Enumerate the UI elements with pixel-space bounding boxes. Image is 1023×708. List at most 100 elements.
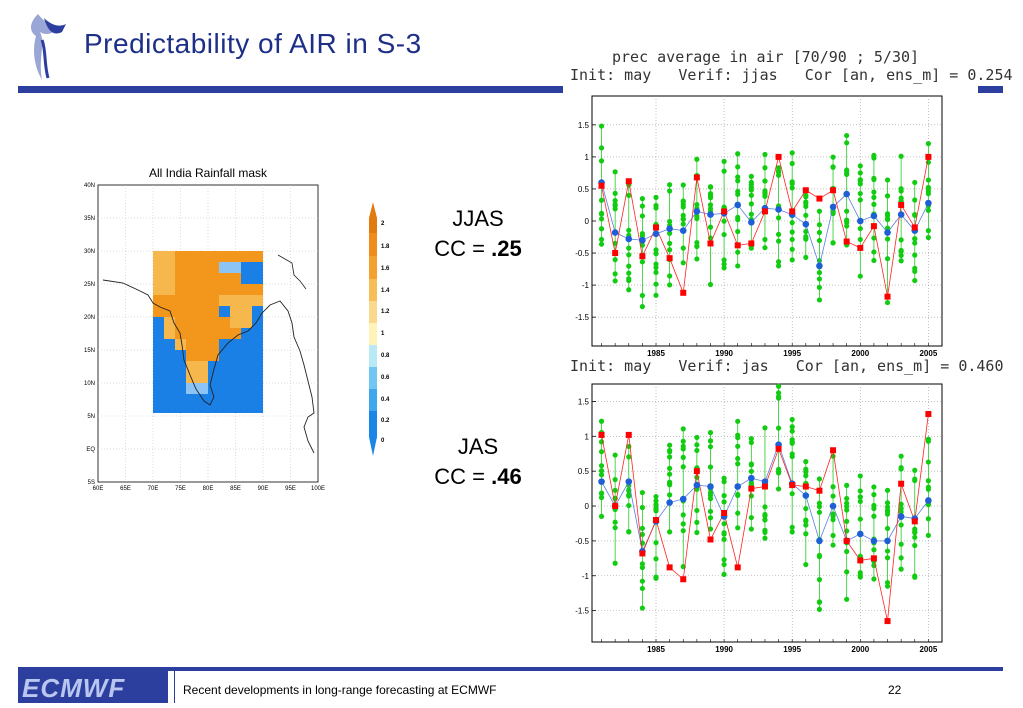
ensemble-point <box>871 547 877 553</box>
ensemble-point <box>884 299 891 306</box>
x-tick-label: 2000 <box>851 349 869 358</box>
ensemble-point <box>735 174 741 180</box>
ensemble-point <box>830 164 836 170</box>
ensemble-point <box>789 529 795 535</box>
ensemble-point <box>694 529 700 536</box>
analysis-point <box>816 487 823 494</box>
x-tick-label: 2005 <box>919 349 937 358</box>
ensemble-point <box>803 212 809 218</box>
ensemble-point <box>844 495 850 502</box>
ensemble-point <box>707 496 714 502</box>
ensemble-point <box>803 200 809 207</box>
ensemble-point <box>816 554 823 560</box>
ensemble-point <box>803 254 809 260</box>
ensemble-mean-point <box>761 478 769 485</box>
ensemble-point <box>639 561 645 567</box>
ensemble-point <box>680 245 686 251</box>
ensemble-mean-point <box>856 530 864 538</box>
ensemble-point <box>884 487 891 493</box>
ensemble-point <box>694 201 700 208</box>
ensemble-point <box>762 165 768 171</box>
map-lat-label: 30N <box>84 249 95 255</box>
map-lon-label: 85E <box>230 486 241 492</box>
ensemble-point <box>830 240 836 246</box>
analysis-point <box>707 240 714 247</box>
y-tick-label: 1 <box>585 153 590 162</box>
ensemble-point <box>653 264 659 271</box>
ensemble-point <box>857 516 863 522</box>
ensemble-point <box>694 447 700 454</box>
ensemble-point <box>653 292 659 298</box>
analysis-point <box>721 208 728 215</box>
analysis-point <box>625 178 632 185</box>
india-coastline <box>102 279 315 454</box>
ensemble-point <box>871 235 877 241</box>
analysis-point <box>911 224 918 231</box>
analysis-point <box>870 555 877 562</box>
ensemble-point <box>707 464 714 470</box>
ensemble-mean-point <box>679 495 687 503</box>
legend-label: 0.8 <box>381 353 390 359</box>
ensemble-point <box>707 430 714 436</box>
ensemble-mean-point <box>884 229 891 236</box>
ensemble-point <box>884 500 891 506</box>
ensemble-point <box>816 576 823 583</box>
ensemble-point <box>844 569 850 575</box>
ensemble-point <box>626 252 632 258</box>
analysis-point <box>612 250 619 257</box>
ensemble-point <box>925 177 931 183</box>
ensemble-point <box>639 525 645 531</box>
ensemble-point <box>667 230 673 236</box>
analysis-point <box>734 564 741 571</box>
analysis-point <box>911 518 918 525</box>
map-lat-label: 5N <box>87 414 95 420</box>
ensemble-point <box>898 153 904 159</box>
ensemble-point <box>816 284 823 291</box>
ensemble-point <box>884 555 891 561</box>
ensemble-point <box>735 188 741 195</box>
ensemble-point <box>639 605 645 611</box>
ensemble-point <box>748 436 754 442</box>
ensemble-point <box>653 250 659 257</box>
ensemble-mean-point <box>748 218 755 226</box>
y-tick-label: -1 <box>582 281 590 290</box>
analysis-point <box>802 483 809 490</box>
ensemble-point <box>653 556 659 562</box>
ensemble-point <box>925 207 931 213</box>
ensemble-point <box>884 216 891 223</box>
ensemble-point <box>844 548 850 555</box>
ensemble-point <box>789 236 795 243</box>
ensemble-point <box>775 425 782 431</box>
ensemble-point <box>707 515 714 521</box>
cc-prefix: CC = <box>434 464 492 489</box>
x-tick-label: 1990 <box>715 349 733 358</box>
ensemble-point <box>912 534 918 540</box>
ensemble-point <box>735 164 741 170</box>
ensemble-point <box>639 292 645 299</box>
y-tick-label: -1 <box>582 572 590 581</box>
ensemble-point <box>844 132 850 139</box>
analysis-point <box>734 242 741 249</box>
map-lon-label: 65E <box>120 486 131 492</box>
ensemble-point <box>721 168 727 174</box>
ensemble-mean-point <box>666 225 673 232</box>
ensemble-point <box>871 175 877 181</box>
ensemble-point <box>789 246 795 252</box>
mask-cells <box>153 251 263 413</box>
x-tick-label: 1995 <box>783 349 801 358</box>
ensemble-point <box>735 461 741 467</box>
ensemble-point <box>857 225 863 232</box>
analysis-point <box>653 516 660 523</box>
analysis-point <box>680 289 687 296</box>
ensemble-point <box>598 241 605 247</box>
ensemble-point <box>707 184 714 190</box>
ensemble-point <box>667 471 673 477</box>
ensemble-point <box>857 197 863 203</box>
ensemble-point <box>912 277 918 284</box>
ensemble-point <box>598 211 605 217</box>
ensemble-point <box>667 480 673 486</box>
map-lon-label: 100E <box>311 486 325 492</box>
ensemble-point <box>721 231 727 238</box>
ensemble-point <box>735 435 741 441</box>
chart-subtitle: Init: may Verif: jas Cor [an, ens_m] = 0… <box>570 357 1004 375</box>
